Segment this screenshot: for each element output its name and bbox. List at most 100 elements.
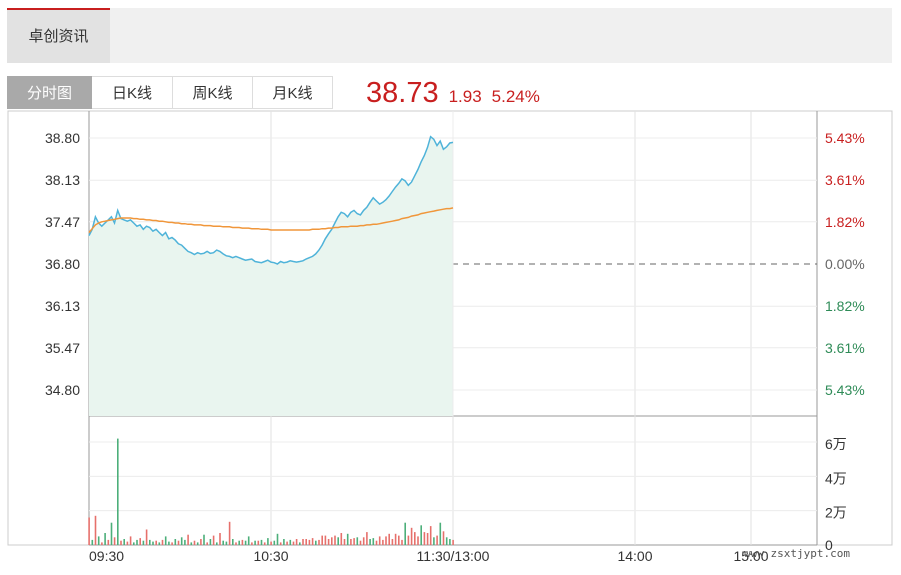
volume-bar <box>251 542 253 545</box>
volume-bar <box>404 522 406 545</box>
volume-bar <box>247 536 250 545</box>
volume-bar <box>366 532 368 545</box>
volume-bar <box>378 536 381 545</box>
volume-bar <box>350 539 352 545</box>
tab-weekly-k[interactable]: 周K线 <box>173 76 253 109</box>
volume-bar <box>168 541 170 545</box>
volume-bar <box>279 542 282 545</box>
volume-bar <box>423 532 426 545</box>
volume-bar <box>155 540 157 545</box>
y-tick-label-right: 3.61% <box>825 172 865 188</box>
volume-bar <box>343 539 346 545</box>
volume-bar <box>139 538 141 545</box>
volume-bar <box>158 542 161 545</box>
volume-bar <box>241 539 244 545</box>
volume-bar <box>206 542 208 545</box>
volume-bar <box>184 539 186 545</box>
volume-bar <box>305 539 307 545</box>
volume-bar <box>452 539 454 545</box>
volume-bar <box>420 525 422 545</box>
volume-tick-label: 4万 <box>825 470 847 486</box>
price-change: 1.93 <box>448 87 482 106</box>
volume-bar <box>212 535 215 545</box>
tab-daily-k[interactable]: 日K线 <box>92 76 173 109</box>
volume-bar <box>244 540 247 545</box>
volume-bar <box>302 539 304 545</box>
volume-bar <box>225 541 228 545</box>
volume-bar <box>299 542 301 545</box>
y-tick-label-left: 34.80 <box>45 382 80 398</box>
volume-bar <box>219 533 221 545</box>
volume-bar <box>161 539 164 545</box>
volume-bar <box>94 515 97 545</box>
volume-bar <box>442 531 445 545</box>
volume-bar <box>410 527 413 545</box>
volume-bar <box>362 537 365 545</box>
volume-bar <box>152 541 154 545</box>
price-line <box>88 135 454 265</box>
x-tick-label: 09:30 <box>89 548 124 564</box>
volume-bar <box>260 539 263 545</box>
volume-bar <box>171 542 173 545</box>
volume-bar <box>164 536 167 545</box>
volume-bar <box>375 540 378 545</box>
volume-bar <box>228 521 231 545</box>
y-tick-label-left: 38.80 <box>45 130 80 146</box>
volume-bar <box>113 537 116 545</box>
volume-bar <box>346 533 349 545</box>
volume-bar <box>445 537 448 545</box>
volume-bar <box>372 538 375 545</box>
y-tick-label-right: 0.00% <box>825 256 865 272</box>
tab-monthly-k[interactable]: 月K线 <box>253 76 333 109</box>
volume-bar <box>129 536 132 545</box>
volume-bar <box>149 539 151 545</box>
volume-bar <box>136 539 138 545</box>
volume-bar <box>369 539 371 545</box>
volume-bar <box>334 535 336 545</box>
volume-bar <box>289 539 292 545</box>
volume-bar <box>292 541 295 545</box>
top-bar: 卓创资讯 <box>7 8 892 63</box>
y-tick-label-right: 3.61% <box>825 340 865 356</box>
volume-bar <box>295 539 298 545</box>
volume-bar <box>101 542 103 545</box>
volume-bar <box>417 536 419 545</box>
volume-bar <box>270 541 272 545</box>
volume-bar <box>315 540 317 545</box>
chart-period-tabs: 分时图 日K线 周K线 月K线 <box>7 76 333 109</box>
volume-bar <box>110 522 113 545</box>
volume-bar <box>353 538 355 545</box>
y-tick-label-right: 1.82% <box>825 214 865 230</box>
volume-bar <box>209 539 212 545</box>
y-tick-label-left: 37.47 <box>45 214 80 230</box>
volume-bar <box>238 540 240 545</box>
volume-bar <box>327 539 330 545</box>
volume-bar <box>273 540 276 545</box>
volume-bar <box>174 539 177 545</box>
volume-bar <box>436 535 438 545</box>
volume-bar <box>394 533 397 545</box>
volume-bar <box>254 540 256 545</box>
volume-bar <box>382 539 384 545</box>
volume-bar <box>429 526 432 545</box>
volume-tick-label: 0 <box>825 537 833 553</box>
volume-bar <box>286 541 288 545</box>
volume-bar <box>337 537 339 545</box>
price-change-percent: 5.24% <box>491 87 540 106</box>
volume-bar <box>180 537 183 545</box>
volume-bar <box>439 522 442 545</box>
volume-bar <box>200 539 202 545</box>
volume-bar <box>120 540 122 545</box>
tab-zhuochuang-news[interactable]: 卓创资讯 <box>7 8 110 63</box>
tab-intraday[interactable]: 分时图 <box>7 76 92 109</box>
last-price: 38.73 <box>366 77 439 109</box>
volume-bar <box>222 540 224 545</box>
volume-bar <box>283 539 285 545</box>
volume-bar <box>308 539 311 545</box>
x-tick-label: 11:30/13:00 <box>417 548 490 564</box>
volume-bar <box>311 538 314 545</box>
volume-bar <box>235 542 237 545</box>
volume-bar <box>257 540 260 545</box>
volume-bar <box>398 535 400 545</box>
